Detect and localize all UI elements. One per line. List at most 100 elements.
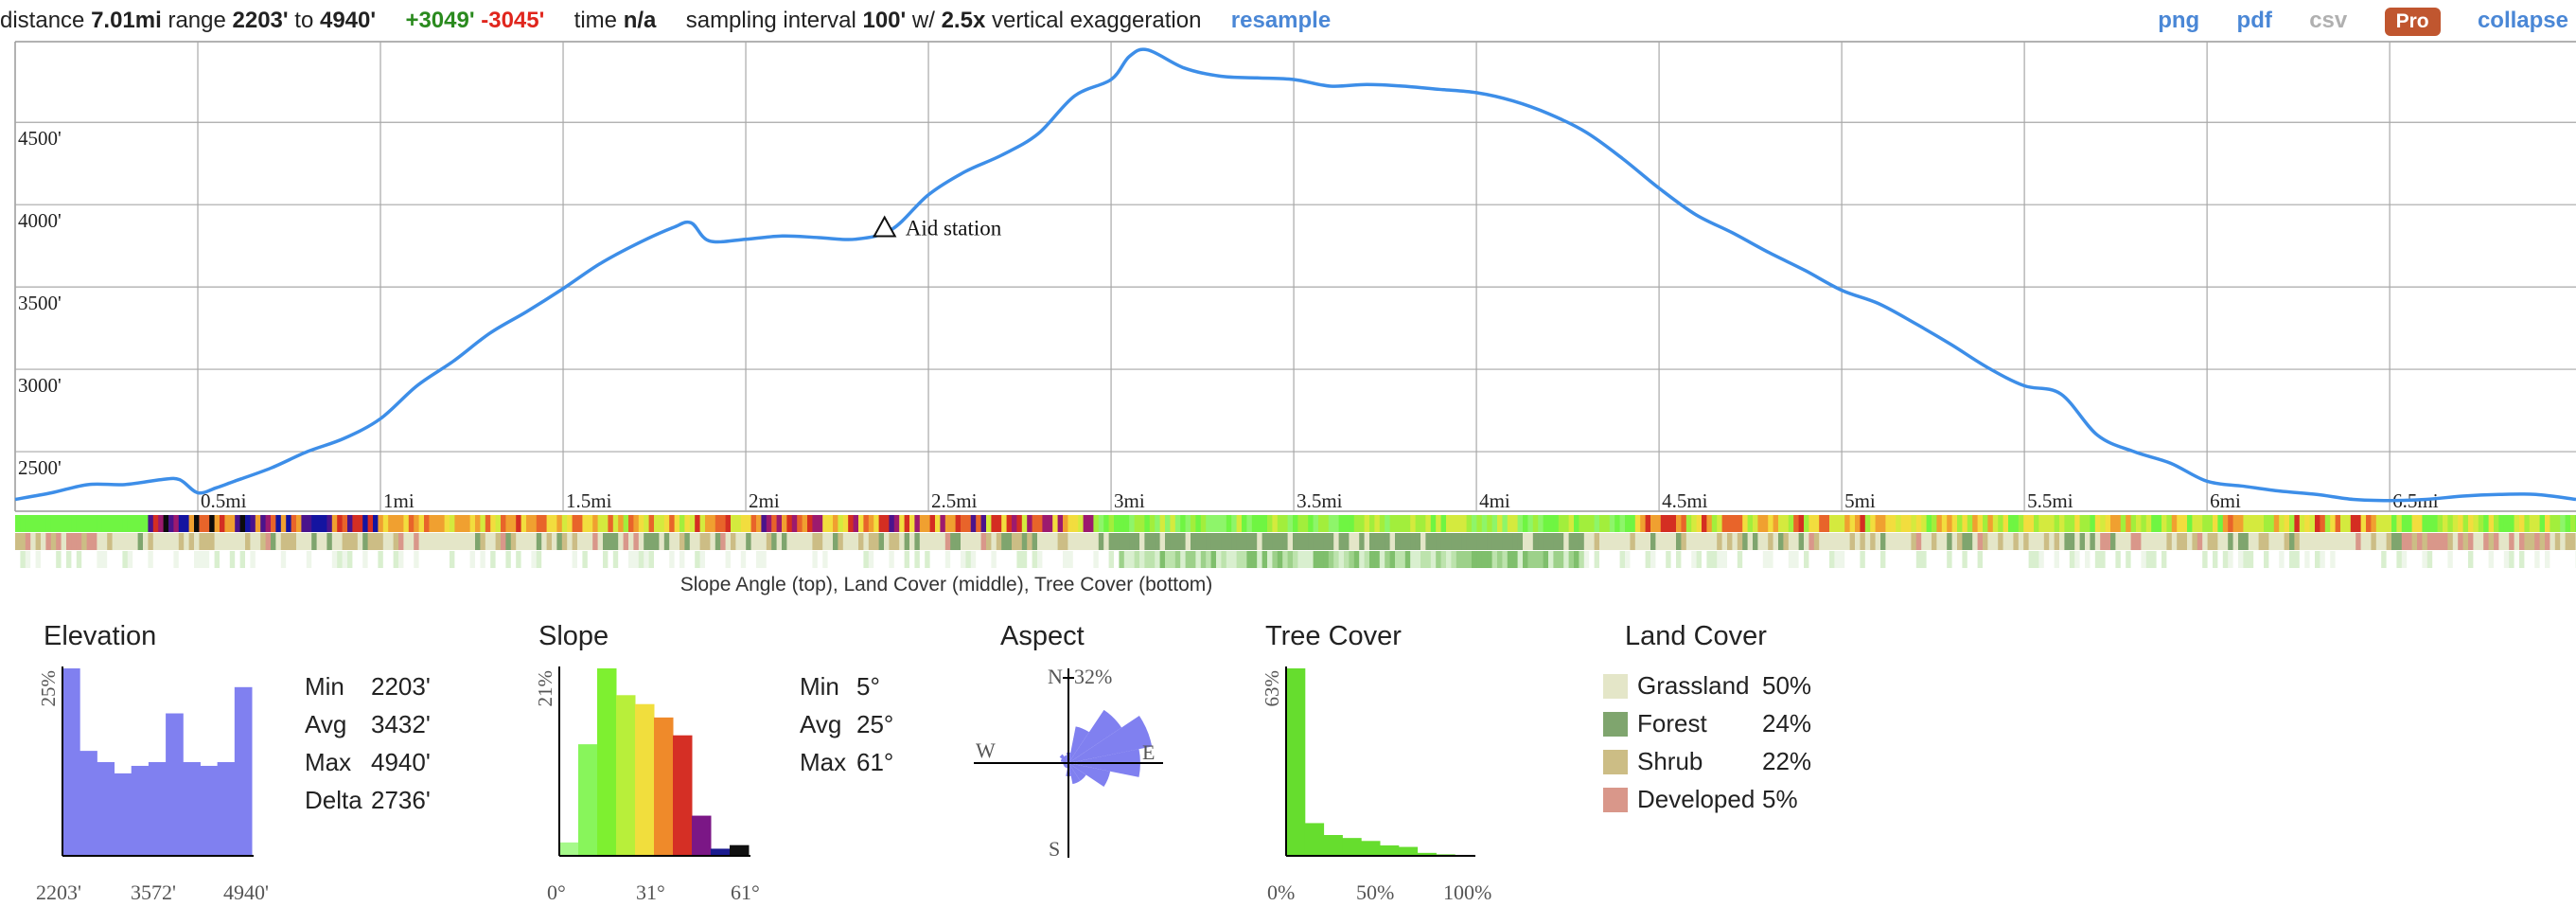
slope-strip-segment xyxy=(695,515,701,532)
land-cover-strip-segment xyxy=(1783,533,1790,550)
slope-strip-segment xyxy=(1702,515,1707,532)
tree-cover-panel-title: Tree Cover xyxy=(1265,621,1402,651)
tree-cover-strip-segment xyxy=(705,551,711,568)
slope-strip-segment xyxy=(1012,515,1017,532)
slope-strip-segment xyxy=(786,515,793,532)
tree-cover-strip-segment xyxy=(2023,551,2030,568)
tree-cover-strip-segment xyxy=(1987,551,1994,568)
slope-strip-segment xyxy=(2177,515,2183,532)
land-cover-strip-segment xyxy=(1793,533,1800,550)
slope-stat-min: Min 5° xyxy=(800,672,880,702)
land-cover-strip-segment xyxy=(1517,533,1524,550)
slope-strip-segment xyxy=(2197,515,2203,532)
land-cover-strip-segment xyxy=(2085,533,2091,550)
land-cover-strip-segment xyxy=(2217,533,2224,550)
png-link[interactable]: png xyxy=(2158,8,2200,33)
tree-cover-strip-segment xyxy=(1681,551,1687,568)
tree-cover-strip-segment xyxy=(2064,551,2071,568)
land-cover-strip-segment xyxy=(1527,533,1534,550)
slope-strip-segment xyxy=(2228,515,2234,532)
slope-strip-segment xyxy=(556,515,563,532)
tree-cover-strip-segment xyxy=(158,551,165,568)
tree-cover-strip-segment xyxy=(827,551,834,568)
slope-strip-segment xyxy=(1047,515,1053,532)
tree-cover-strip-segment xyxy=(2375,551,2382,568)
land-cover-strip-segment xyxy=(352,533,359,550)
tree-cover-strip-segment xyxy=(868,551,874,568)
tree-cover-strip-segment xyxy=(1389,551,1396,568)
tree-cover-strip-segment xyxy=(1047,551,1053,568)
elevation-histogram-bar xyxy=(183,762,201,856)
tree-cover-strip-segment xyxy=(1206,551,1212,568)
tree-cover-strip-segment xyxy=(2120,551,2126,568)
slope-strip-segment xyxy=(1098,515,1104,532)
slope-strip-segment xyxy=(1395,515,1401,532)
tree-cover-strip-segment xyxy=(1579,551,1585,568)
land-cover-strip-segment xyxy=(2411,533,2418,550)
pro-badge[interactable]: Pro xyxy=(2384,7,2441,36)
land-cover-strip-segment xyxy=(1808,533,1815,550)
time-label: time xyxy=(573,8,618,33)
tree-cover-strip-segment xyxy=(2514,551,2520,568)
land-cover-strip-segment xyxy=(1702,533,1707,550)
land-cover-strip-segment xyxy=(689,533,696,550)
slope-strip-segment xyxy=(669,515,676,532)
tree-cover-strip-segment xyxy=(2238,551,2244,568)
tree-cover-strip-segment xyxy=(152,551,159,568)
slope-strip-segment xyxy=(884,515,890,532)
tree-cover-strip-segment xyxy=(1998,551,2004,568)
land-cover-strip-segment xyxy=(1574,533,1579,550)
slope-strip-segment xyxy=(220,515,225,532)
land-cover-strip-segment xyxy=(30,533,37,550)
land-cover-strip-segment xyxy=(2375,533,2382,550)
slope-strip-segment xyxy=(275,515,282,532)
slope-strip-segment xyxy=(1517,515,1524,532)
slope-strip-segment xyxy=(2345,515,2352,532)
range-min: 2203' xyxy=(232,8,289,33)
land-cover-strip-segment xyxy=(1717,533,1723,550)
tree-cover-strip-segment xyxy=(1231,551,1238,568)
tree-cover-strip-segment xyxy=(1813,551,1820,568)
tree-cover-strip-segment xyxy=(1395,551,1401,568)
slope-strip-segment xyxy=(1436,515,1442,532)
tree-cover-strip-segment xyxy=(1123,551,1130,568)
tree-cover-strip-segment xyxy=(735,551,742,568)
pdf-link[interactable]: pdf xyxy=(2236,8,2272,33)
land-cover-strip-segment xyxy=(935,533,941,550)
land-cover-strip-segment xyxy=(454,533,461,550)
slope-strip-segment xyxy=(2064,515,2071,532)
collapse-link[interactable]: collapse xyxy=(2477,8,2568,33)
tree-cover-strip-segment xyxy=(1063,551,1068,568)
slope-strip-segment xyxy=(659,515,665,532)
aspect-sector xyxy=(1068,763,1081,785)
land-cover-strip-segment xyxy=(950,533,957,550)
tree-cover-strip-segment xyxy=(1967,551,1973,568)
slope-hist-tick-mid: 31° xyxy=(636,880,665,904)
tree-cover-strip-segment xyxy=(1487,551,1493,568)
tree-cover-strip-segment xyxy=(490,551,497,568)
summary-stats: distance 7.01mi range 2203' to 4940' +30… xyxy=(0,0,1331,42)
land-cover-strip-segment xyxy=(1231,533,1238,550)
tree-cover-strip-segment xyxy=(280,551,287,568)
tree-cover-strip-segment xyxy=(326,551,333,568)
land-cover-strip-segment xyxy=(1404,533,1411,550)
land-cover-strip-segment xyxy=(45,533,52,550)
slope-strip-segment xyxy=(382,515,389,532)
land-cover-strip-segment xyxy=(531,533,538,550)
slope-strip-segment xyxy=(122,515,129,532)
land-cover-strip-segment xyxy=(2524,533,2531,550)
slope-strip-segment xyxy=(1599,515,1605,532)
slope-strip-segment xyxy=(802,515,808,532)
slope-strip-segment xyxy=(1302,515,1309,532)
aspect-sector xyxy=(1068,763,1111,788)
tree-cover-strip-segment xyxy=(444,551,450,568)
slope-strip-segment xyxy=(1563,515,1570,532)
land-cover-strip-segment xyxy=(469,533,476,550)
slope-strip-segment xyxy=(1548,515,1554,532)
land-cover-strip-segment xyxy=(194,533,200,550)
tree-cover-strip-segment xyxy=(214,551,221,568)
slope-strip-segment xyxy=(1037,515,1043,532)
tree-cover-strip-segment xyxy=(807,551,813,568)
resample-link[interactable]: resample xyxy=(1230,8,1332,33)
csv-link[interactable]: csv xyxy=(2309,8,2348,33)
